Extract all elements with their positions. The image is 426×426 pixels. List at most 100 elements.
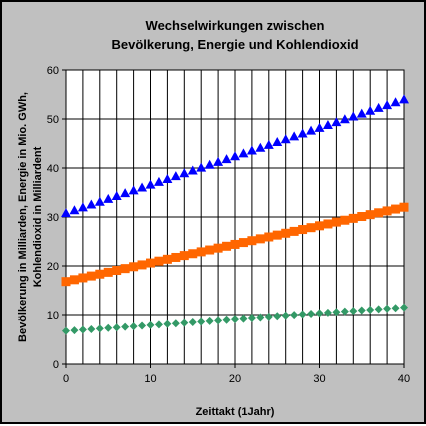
chart-title-line-1: Wechselwirkungen zwischen [146,18,325,33]
data-point [222,241,232,251]
data-point [146,320,155,329]
data-point [399,202,409,212]
data-point [94,196,105,206]
data-point [349,307,358,316]
data-point [146,258,155,268]
chart-title-line-2: Bevölkerung, Energie und Kohlendioxid [111,37,358,52]
data-point [366,305,375,314]
x-tick-label: 30 [313,373,325,385]
data-point [61,277,71,287]
data-point [103,193,114,203]
data-point [298,225,308,235]
data-point [290,311,299,320]
data-point [154,256,164,266]
data-point [213,243,223,253]
data-point [255,142,266,152]
data-point [314,122,325,132]
data-point [77,202,88,212]
data-point [112,323,121,332]
x-axis-title: Zeittakt (1Jahr) [196,406,275,418]
data-point [121,322,130,331]
data-point [188,249,198,259]
data-point [256,313,265,322]
data-point [298,310,307,319]
data-point [391,204,401,214]
data-point [332,308,341,317]
data-point [357,212,367,222]
data-point [171,252,181,262]
data-point [162,173,173,183]
data-point [213,156,224,166]
data-point [238,238,248,248]
data-point [365,210,375,220]
y-tick-label: 30 [47,212,59,224]
data-point [128,185,139,195]
data-point [179,168,190,178]
data-point [272,137,283,147]
data-point [230,151,240,161]
data-point [315,309,324,318]
data-point [373,102,384,112]
data-point [180,318,189,327]
data-point [264,232,274,242]
data-point [78,325,87,334]
data-point [246,145,257,155]
x-tick-label: 0 [63,373,69,385]
y-tick-label: 40 [47,163,59,175]
data-point [273,312,282,321]
data-point [306,125,317,135]
data-point [196,247,206,257]
data-point [95,324,104,333]
data-point [272,230,282,240]
data-point [281,311,290,320]
data-point [340,307,349,316]
data-point [129,322,138,331]
data-point [104,323,113,332]
series-square [61,202,409,287]
x-tick-label: 20 [229,373,241,385]
data-point [120,264,130,274]
data-point [323,219,333,229]
data-point [204,159,215,169]
data-point [86,199,97,209]
tick-layer: 0 10 20 30 40 0 10 20 30 40 50 60 [47,65,410,385]
data-point [391,304,400,313]
data-point [69,205,80,215]
data-point [263,139,274,149]
data-point [331,117,342,127]
data-point [238,148,249,158]
data-point [280,134,291,144]
data-point [187,165,198,175]
y-tick-label: 60 [47,65,59,77]
data-point [390,97,401,107]
y-axis-title-line-1: Bevölkerung in Milliarden, Energie in Mi… [17,92,29,342]
data-point [289,226,299,236]
data-point [297,128,308,138]
data-point [255,234,265,244]
data-point [340,215,350,225]
data-point [214,316,223,325]
data-point [86,271,96,281]
x-tick-label: 40 [398,373,410,385]
data-point [247,314,256,323]
data-point [69,275,79,285]
data-point [179,251,189,261]
data-point [62,326,70,335]
y-tick-label: 0 [53,359,59,371]
data-point [120,188,131,198]
data-point [306,223,316,233]
data-point [129,262,139,272]
data-point [339,114,350,124]
data-point [382,100,393,110]
y-tick-label: 20 [47,261,59,273]
data-point [137,260,147,270]
data-point [356,108,367,118]
data-point [196,162,207,172]
data-point [383,304,392,313]
series-triangle [61,94,409,218]
data-point [322,119,333,129]
data-point [323,308,332,317]
data-point [374,305,383,314]
